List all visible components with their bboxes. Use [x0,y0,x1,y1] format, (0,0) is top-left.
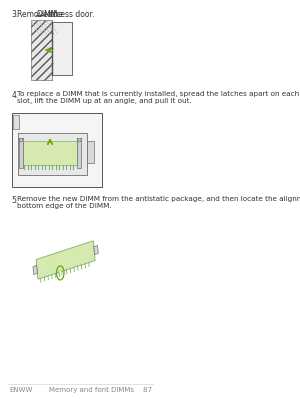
Text: 3.: 3. [12,10,19,19]
Text: Remove the: Remove the [17,10,65,19]
Text: 4.: 4. [12,91,19,100]
Bar [12,113,102,187]
Bar [19,138,22,168]
Text: access door.: access door. [45,10,94,19]
Bar [31,20,52,80]
Polygon shape [58,271,62,275]
Text: ENWW: ENWW [10,387,33,393]
Polygon shape [52,22,71,75]
Bar [13,115,20,129]
Text: Memory and font DIMMs    87: Memory and font DIMMs 87 [49,387,152,393]
Bar [87,141,94,163]
Text: DIMM: DIMM [36,10,57,19]
Polygon shape [36,241,95,279]
Text: Remove the new DIMM from the antistatic package, and then locate the alignment n: Remove the new DIMM from the antistatic … [17,196,300,209]
Text: To replace a DIMM that is currently installed, spread the latches apart on each : To replace a DIMM that is currently inst… [17,91,300,104]
Bar [77,138,81,168]
Polygon shape [33,265,38,275]
Bar [18,133,87,175]
Polygon shape [94,245,98,255]
Bar [23,141,77,165]
Text: 5.: 5. [12,196,19,205]
